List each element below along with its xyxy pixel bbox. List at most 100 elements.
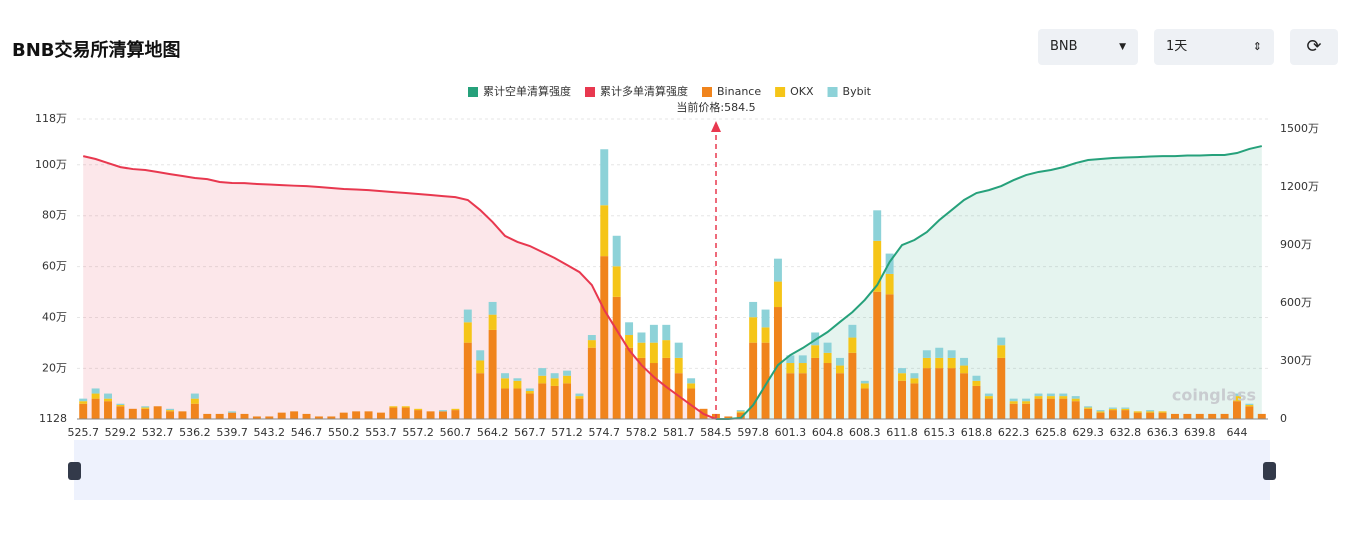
bar-segment <box>476 373 485 419</box>
bar-segment <box>997 345 1006 358</box>
bar-segment <box>736 410 745 412</box>
bar-segment <box>786 355 795 364</box>
bar-segment <box>1034 396 1043 399</box>
x-tick-label: 636.3 <box>1147 426 1179 439</box>
bar-segment <box>525 391 534 394</box>
bar-segment <box>997 337 1006 346</box>
bar-segment <box>1133 411 1142 413</box>
bar-segment <box>389 407 398 419</box>
bar-segment <box>798 363 807 374</box>
y-tick-label: 900万 <box>1280 238 1312 251</box>
bar-segment <box>91 393 100 399</box>
slider-handle[interactable] <box>1263 462 1276 480</box>
bar-segment <box>836 357 844 366</box>
bar-segment <box>563 383 572 419</box>
bar-segment <box>327 416 336 419</box>
bar-segment <box>687 378 696 384</box>
bar-segment <box>649 324 658 343</box>
x-tick-label: 525.7 <box>67 426 99 439</box>
bar-segment <box>773 307 782 419</box>
bar-segment <box>1133 412 1142 419</box>
x-tick-label: 578.2 <box>626 426 658 439</box>
bar-segment <box>1195 413 1204 419</box>
current-price-arrow <box>711 121 721 132</box>
y-tick-label: 1200万 <box>1280 180 1319 193</box>
bar-segment <box>401 407 410 419</box>
line <box>715 145 1263 420</box>
bar-segment <box>439 411 447 419</box>
x-tick-label: 625.8 <box>1035 426 1067 439</box>
x-tick-label: 567.7 <box>514 426 546 439</box>
bar-segment <box>649 363 658 419</box>
bar-segment <box>885 294 894 419</box>
bar-segment <box>860 388 869 419</box>
x-tick-label: 546.7 <box>291 426 323 439</box>
x-tick-label: 615.3 <box>923 426 955 439</box>
bar-segment <box>141 407 150 409</box>
bar-segment <box>898 380 906 419</box>
y-tick-label: 118万 <box>35 112 67 125</box>
bar-segment <box>339 412 348 419</box>
bar-segment <box>414 410 423 419</box>
bar-segment <box>1096 411 1105 413</box>
bar-segment <box>104 398 112 402</box>
current-price-label: 当前价格:584.5 <box>676 100 755 114</box>
bar-segment <box>563 370 572 376</box>
slider-handle[interactable] <box>68 462 81 480</box>
x-tick-label: 639.8 <box>1184 426 1216 439</box>
bar-segment <box>91 398 100 419</box>
bar-segment <box>166 410 175 412</box>
bar-segment <box>972 375 981 381</box>
bar-segment <box>997 357 1006 419</box>
x-tick-label: 622.3 <box>998 426 1030 439</box>
bar-segment <box>376 412 385 419</box>
legend-label: 累计空单清算强度 <box>483 84 571 98</box>
x-tick-label: 536.2 <box>179 426 211 439</box>
watermark: coinglass <box>1172 386 1256 405</box>
coin-select[interactable]: BNB ▼ <box>1038 29 1138 65</box>
bar-segment <box>848 352 857 419</box>
bar-segment <box>749 317 758 343</box>
bar-segment <box>736 411 745 413</box>
bar-segment <box>960 373 969 419</box>
y-tick-label: 0 <box>1280 412 1287 425</box>
bar-segment <box>550 373 559 379</box>
bar-segment <box>364 411 373 419</box>
bar-segment <box>1146 410 1155 412</box>
bar-segment <box>525 393 534 419</box>
y-tick-label: 80万 <box>42 209 67 222</box>
bar-segment <box>687 388 696 419</box>
bar-segment <box>501 373 509 379</box>
bar-segment <box>463 342 472 419</box>
bar-segment <box>190 393 199 399</box>
area <box>83 156 716 419</box>
bar-segment <box>228 412 237 419</box>
bar-segment <box>414 408 423 411</box>
bar-segment <box>637 332 646 343</box>
bar-segment <box>550 378 559 386</box>
zoom-slider[interactable] <box>74 440 1270 500</box>
bar-segment <box>687 383 696 389</box>
bar-segment <box>786 363 795 374</box>
bar-segment <box>1233 401 1241 419</box>
bar-segment <box>538 375 547 384</box>
bar-segment <box>811 345 820 358</box>
bar-segment <box>625 322 634 336</box>
bar-segment <box>674 342 683 358</box>
bar-segment <box>550 385 559 419</box>
bar-segment <box>575 393 584 397</box>
bar-segment <box>637 342 646 358</box>
bar-segment <box>1009 401 1018 404</box>
bar-segment <box>190 398 199 404</box>
refresh-button[interactable]: ⟳ <box>1290 29 1338 65</box>
coin-select-text: BNB <box>1050 39 1078 54</box>
bar-segment <box>228 411 237 413</box>
bar-segment <box>1220 413 1229 419</box>
bar-segment <box>662 340 671 358</box>
bar-segment <box>898 368 906 374</box>
bar-segment <box>128 408 137 419</box>
bar-segment <box>1121 408 1130 411</box>
period-select[interactable]: 1天 ⇕ <box>1154 29 1274 65</box>
